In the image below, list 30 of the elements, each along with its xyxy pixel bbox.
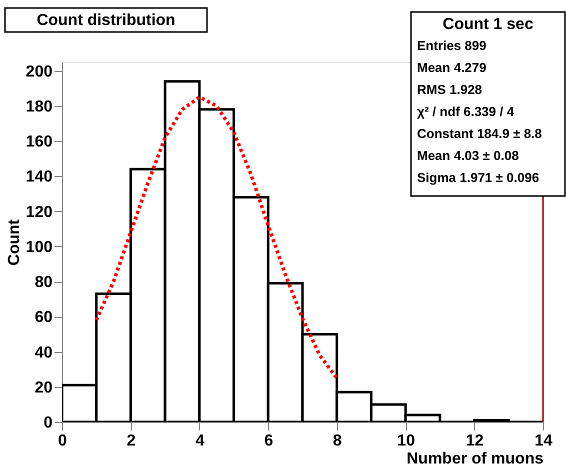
x-axis-title: Number of muons — [406, 450, 544, 468]
annotation: Mean 4.03 ± 0.08 — [417, 148, 519, 163]
annotation: RMS 1.928 — [417, 82, 482, 97]
x-tick-label: 4 — [195, 432, 204, 450]
x-tick-label: 14 — [534, 432, 552, 450]
y-tick-label: 100 — [26, 238, 53, 256]
x-tick-label: 10 — [397, 432, 416, 450]
y-tick-label: 200 — [26, 63, 53, 80]
y-tick-label: 160 — [26, 134, 53, 151]
x-tick-label: 0 — [58, 432, 68, 450]
x-tick-label: 8 — [332, 432, 342, 450]
y-tick-label: 0 — [44, 414, 53, 432]
chart-title: Count distribution — [36, 12, 176, 29]
text: Count 1 sec — [442, 16, 534, 33]
annotation: Sigma 1.971 ± 0.096 — [417, 170, 540, 185]
y-tick-label: 80 — [34, 274, 53, 292]
annotation: χ² / ndf 6.339 / 4 — [417, 104, 515, 119]
annotation: Mean 4.279 — [417, 60, 486, 75]
text: Entries 899 — [417, 38, 486, 53]
y-tick-label: 140 — [26, 168, 53, 186]
y-tick-label: 120 — [26, 204, 53, 221]
y-tick-label: 40 — [34, 344, 53, 362]
y-tick-label: 180 — [26, 98, 53, 116]
x-tick-label: 2 — [126, 432, 136, 450]
x-tick-label: 12 — [466, 432, 484, 450]
annotation: Constant 184.9 ± 8.8 — [417, 126, 542, 141]
y-axis-title: Count — [6, 218, 23, 266]
y-tick-label: 60 — [34, 309, 53, 326]
x-tick-label: 6 — [264, 432, 274, 450]
y-tick-label: 20 — [34, 379, 53, 396]
